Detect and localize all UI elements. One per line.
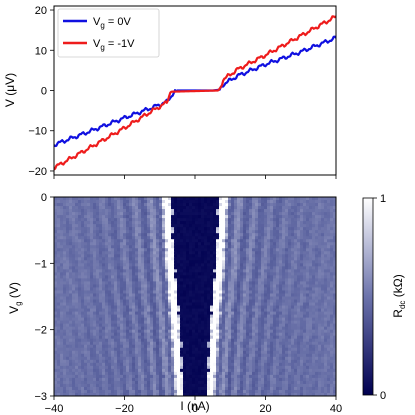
iv-series-group (54, 15, 336, 171)
iv-series-line-1 (54, 15, 336, 171)
heatmap-x-tick-label: 0 (192, 403, 198, 415)
heatmap-y-tick-label: −1 (34, 258, 47, 270)
iv-x-ticks (53, 175, 337, 179)
colorbar-gradient (362, 197, 374, 396)
colorbar-tick-label-top: 1 (380, 193, 386, 205)
resistance-map-panel: −40 −20 0 20 40 0 −1 −2 −3 I (nA) Vg (V) (7, 192, 342, 415)
colorbar: 1 0 Rdc (kΩ) (362, 193, 407, 402)
legend-label-vg0: Vg = 0V (93, 16, 131, 30)
heatmap-x-tick-label: 40 (330, 403, 342, 415)
colorbar-tick-label-bottom: 0 (380, 390, 386, 402)
heatmap-x-tick-label: 20 (259, 403, 271, 415)
colorbar-label: Rdc (kΩ) (391, 274, 407, 317)
heatmap-x-tick-label: −40 (45, 403, 64, 415)
heatmap-y-tick-label: −3 (34, 391, 47, 403)
iv-y-tick-label: 20 (35, 5, 47, 17)
iv-curve-panel: −20 −10 0 10 20 V (μV) Vg = 0V Vg = -1V (3, 5, 337, 179)
heatmap-image (54, 197, 336, 396)
heatmap-y-axis-label: Vg (V) (7, 282, 23, 314)
iv-legend: Vg = 0V Vg = -1V (57, 8, 160, 58)
legend-label-vgm1: Vg = -1V (93, 38, 135, 52)
heatmap-y-tick-label: −2 (34, 325, 47, 337)
heatmap-x-tick-label: −20 (115, 403, 134, 415)
iv-y-tick-label: 0 (41, 86, 47, 98)
heatmap-y-ticks: 0 −1 −2 −3 (34, 192, 54, 403)
heatmap-x-axis-label: I (nA) (180, 399, 209, 413)
iv-y-tick-label: 10 (35, 45, 47, 57)
iv-y-ticks: −20 −10 0 10 20 (28, 5, 54, 178)
iv-y-tick-label: −20 (28, 166, 47, 178)
iv-y-axis-label: V (μV) (3, 73, 17, 107)
heatmap-x-ticks: −40 −20 0 20 40 (45, 396, 342, 415)
heatmap-y-tick-label: 0 (41, 192, 47, 204)
iv-y-tick-label: −10 (28, 126, 47, 138)
